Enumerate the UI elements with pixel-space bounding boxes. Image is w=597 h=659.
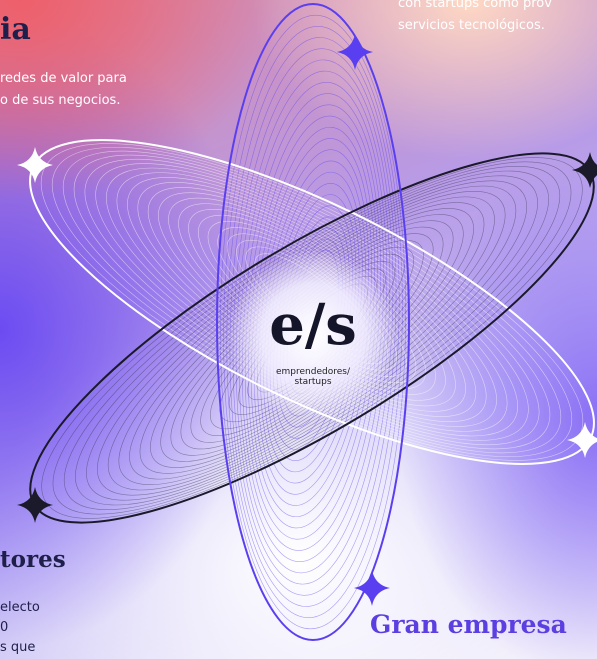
caption-line: emprendedores/ [253,367,373,377]
logo: e/s [262,292,364,358]
caption-line: startups [253,377,373,387]
text: con startups como prov servicios tecnoló… [398,0,552,37]
text-line: redes de valor para [0,68,127,90]
text-line: o de sus negocios. [0,90,127,112]
text-line: servicios tecnológicos. [398,15,552,37]
text: electo 0 s que [0,598,40,658]
sparkle [567,422,597,458]
title: ia [0,12,31,47]
text-line: s que [0,638,40,658]
title: Gran empresa [370,610,567,639]
sparkle [337,34,373,70]
text: redes de valor para o de sus negocios. [0,68,127,112]
title: tores [0,546,66,573]
text-line: 0 [0,618,40,638]
sparkle [17,147,53,183]
text-line: electo [0,598,40,618]
graphic: ia redes de valor para o de sus negocios… [0,0,597,659]
caption: emprendedores/ startups [253,367,373,387]
text-line: con startups como prov [398,0,552,15]
